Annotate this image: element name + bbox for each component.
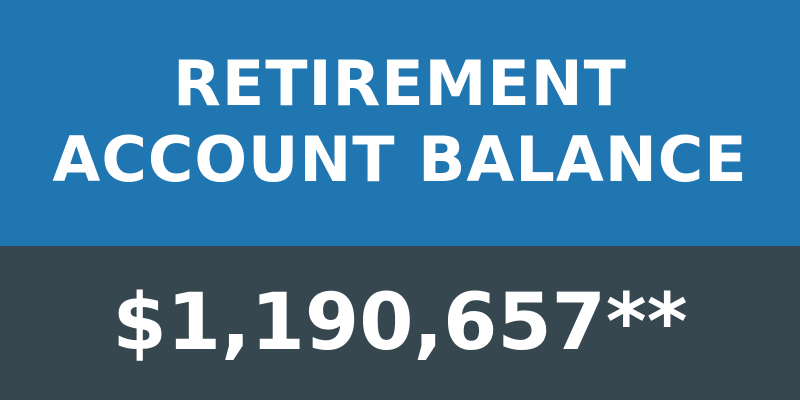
balance-amount: $1,190,657**: [112, 278, 688, 368]
balance-banner: $1,190,657**: [0, 246, 800, 400]
title-line-1: RETIREMENT: [173, 47, 627, 120]
title-line-2: ACCOUNT BALANCE: [52, 123, 748, 196]
title-banner: RETIREMENT ACCOUNT BALANCE: [0, 0, 800, 246]
